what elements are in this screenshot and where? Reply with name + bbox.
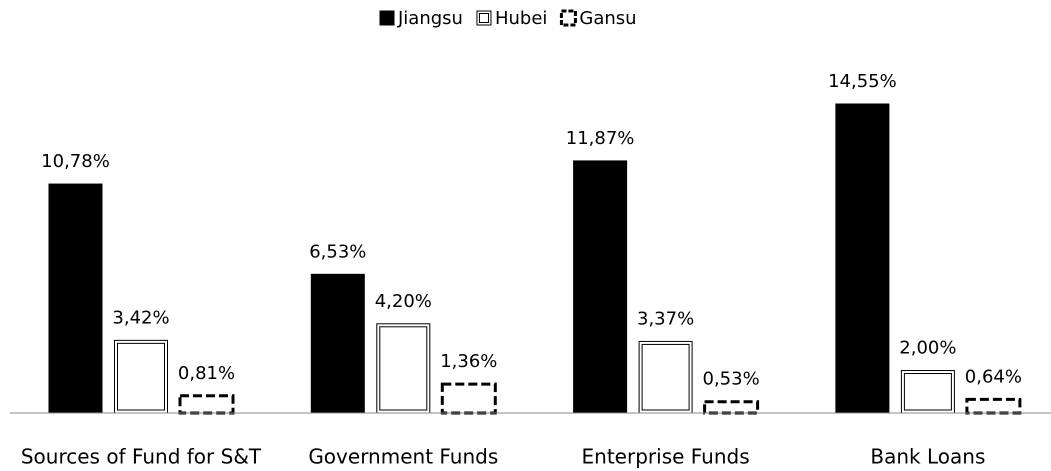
bar	[835, 103, 890, 414]
bar	[573, 160, 628, 414]
value-label: 0,53%	[703, 369, 760, 390]
legend-swatch	[379, 10, 395, 26]
value-label: 1,36%	[440, 351, 497, 372]
bar-inner-border	[379, 326, 428, 411]
x-tick-label: Government Funds	[308, 445, 498, 469]
legend-label: Jiangsu	[397, 8, 463, 29]
bar-inner-border	[117, 342, 165, 411]
bar	[440, 382, 497, 415]
x-tick-label: Bank Loans	[870, 445, 985, 469]
legend-swatch-inner	[478, 13, 489, 23]
value-label: 2,00%	[899, 338, 956, 359]
value-label: 3,42%	[112, 307, 169, 328]
value-label: 14,55%	[828, 71, 897, 92]
value-label: 0,64%	[965, 366, 1022, 387]
value-label: 4,20%	[375, 291, 432, 312]
value-label: 10,78%	[41, 151, 110, 172]
bar-inner-border	[641, 343, 690, 411]
bar	[900, 370, 955, 414]
legend-swatch	[476, 10, 492, 26]
x-tick-label: Enterprise Funds	[582, 445, 750, 469]
value-label: 3,37%	[637, 308, 694, 329]
value-label: 6,53%	[309, 241, 366, 262]
bar	[376, 323, 431, 414]
bar	[638, 340, 693, 414]
legend-swatch	[559, 9, 577, 27]
bar	[48, 183, 103, 414]
legend-label: Hubei	[495, 8, 547, 29]
bar	[965, 397, 1022, 415]
bar	[114, 339, 168, 414]
value-label: 11,87%	[566, 128, 635, 149]
bar-inner-border	[903, 373, 952, 411]
bar	[703, 400, 760, 415]
legend-label: Gansu	[579, 8, 636, 29]
value-label: 0,81%	[178, 363, 235, 384]
bar	[178, 394, 235, 415]
bar	[310, 273, 365, 414]
x-tick-label: Sources of Fund for S&T	[21, 445, 262, 469]
